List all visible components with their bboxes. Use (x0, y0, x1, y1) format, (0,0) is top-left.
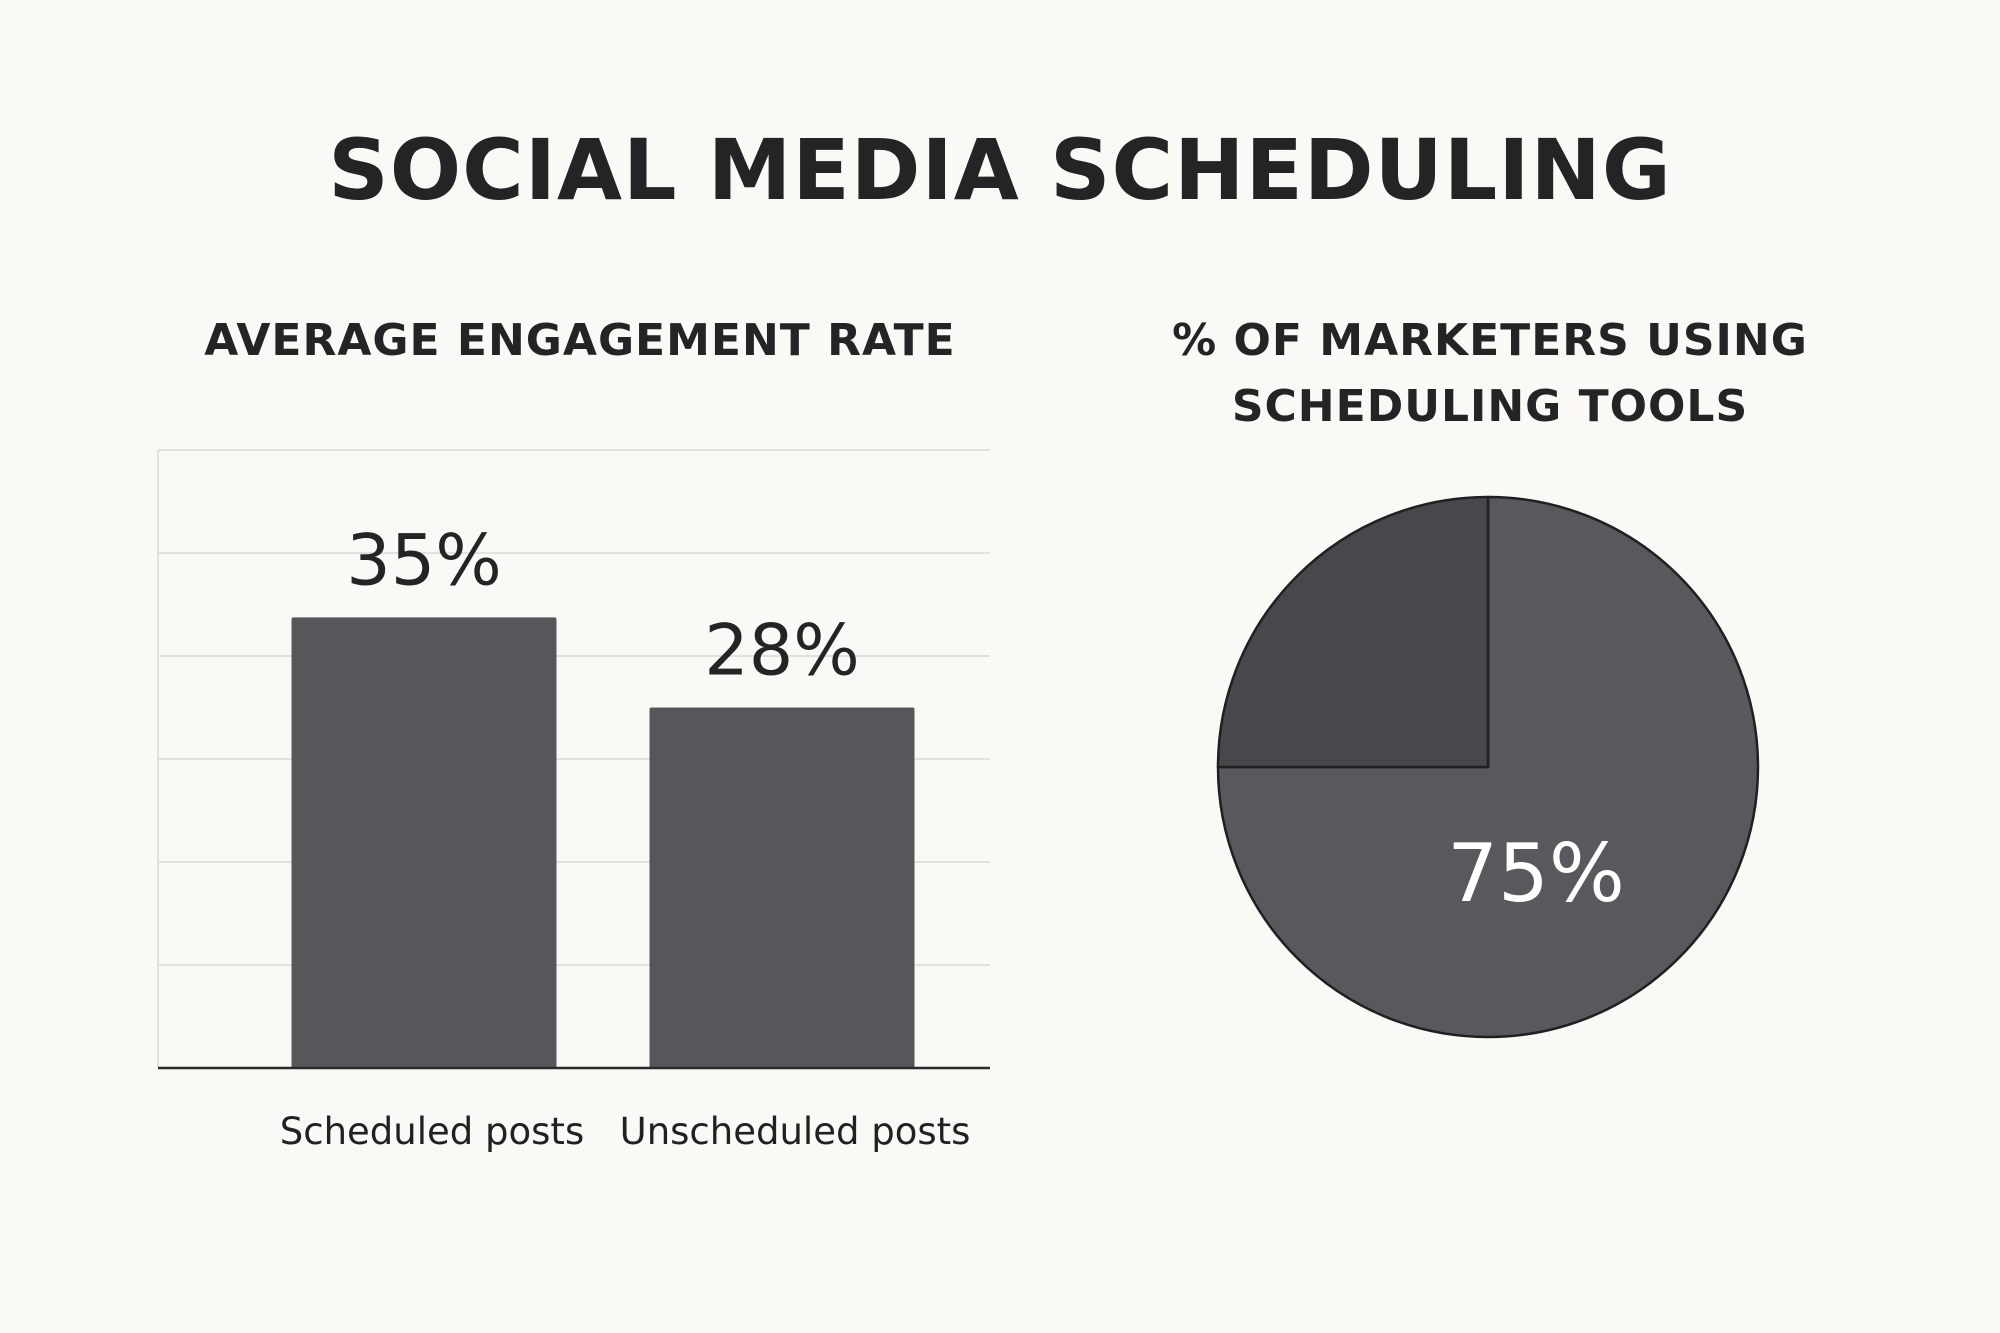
category-label: Scheduled posts (280, 1110, 584, 1153)
bar (649, 707, 915, 1068)
pie-chart-title: % OF MARKETERS USING SCHEDULING TOOLS (1172, 315, 1808, 432)
bar-chart: 35% Scheduled posts 28% Unscheduled posts (157, 449, 990, 1153)
pie-slice (1216, 495, 1490, 769)
page-title: SOCIAL MEDIA SCHEDULING (328, 121, 1672, 219)
bar (291, 617, 557, 1068)
pie-chart: 75% (1216, 495, 1760, 1039)
category-label: Unscheduled posts (620, 1110, 971, 1153)
pie-slice-label: 75% (1447, 827, 1625, 920)
bar-value-label: 35% (346, 519, 502, 601)
bar-value-label: 28% (704, 610, 860, 692)
bar-chart-title: AVERAGE ENGAGEMENT RATE (204, 315, 956, 366)
